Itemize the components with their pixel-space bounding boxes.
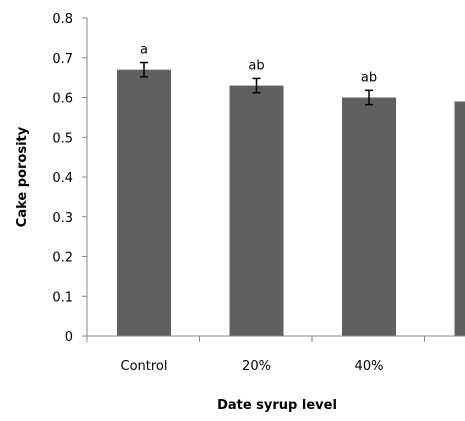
x-tick-label: 20% [242,359,271,374]
y-tick-label: 0.7 [52,52,73,67]
bar-0 [117,70,171,336]
significance-label: ab [248,58,264,73]
data-labels-layer: aababab [140,43,465,90]
bar-1 [230,86,284,336]
error-bars-layer [140,63,465,109]
y-tick-label: 0 [65,330,73,345]
y-tick-label: 0.6 [52,92,73,107]
bars-layer [117,70,465,336]
x-tick-label: 40% [355,359,384,374]
y-tick-label: 0.5 [52,131,73,146]
y-tick-label: 0.3 [52,211,73,226]
y-axis-title: Cake porosity [15,126,30,227]
bar-2 [342,98,396,337]
y-tick-label: 0.4 [52,171,73,186]
y-ticks-layer: 0 0.1 0.2 0.3 0.4 0.5 0.6 0.7 0.8 [52,12,87,345]
bar-3 [455,101,465,336]
y-tick-label: 0.8 [52,12,73,27]
x-axis-title: Date syrup level [217,398,337,413]
y-tick-label: 0.1 [52,290,73,305]
significance-label: ab [361,70,377,85]
y-tick-label: 0.2 [52,251,73,266]
significance-label: a [140,43,148,58]
x-tick-label: Control [121,359,168,374]
